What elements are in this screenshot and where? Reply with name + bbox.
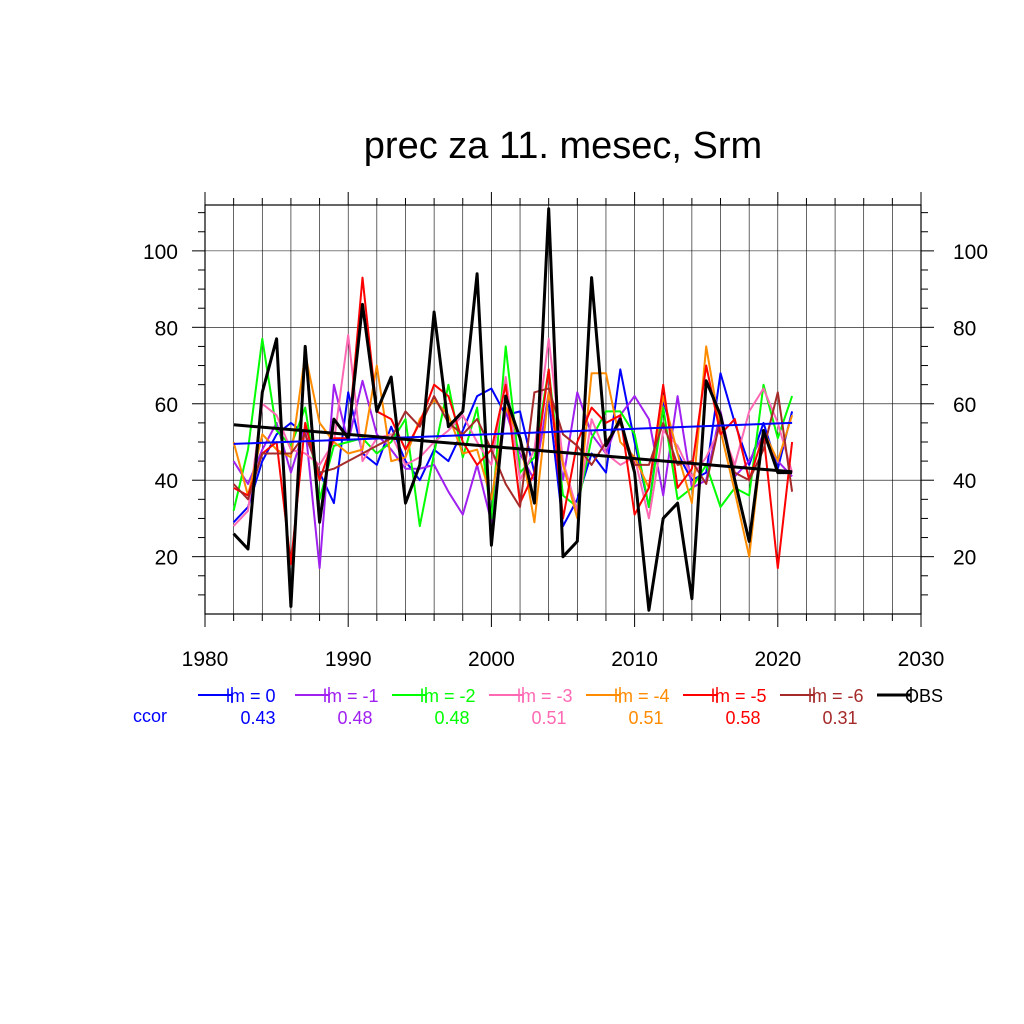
x-tick-label-2030: 2030 — [898, 648, 945, 671]
ccor-value-0: 0.43 — [240, 708, 275, 728]
legend-label-5: lm = -5 — [711, 686, 767, 706]
ccor-value-3: 0.51 — [531, 708, 566, 728]
trend-line-0 — [233, 421, 793, 445]
y-tick-label-left-20: 20 — [155, 547, 178, 570]
y-tick-label-left-40: 40 — [155, 470, 178, 493]
legend-label-6: lm = -6 — [808, 686, 864, 706]
y-tick-label-right-40: 40 — [953, 470, 976, 493]
ccor-value-1: 0.48 — [337, 708, 372, 728]
chart-title: prec za 11. mesec, Srm — [364, 125, 762, 167]
trend-line-1 — [233, 423, 793, 474]
legend-label-0: lm = 0 — [226, 686, 276, 706]
y-tick-label-right-80: 80 — [953, 317, 976, 340]
series-lines — [232, 207, 794, 612]
series-line-obs-7 — [232, 207, 793, 612]
x-tick-label-1990: 1990 — [325, 648, 372, 671]
ccor-value-4: 0.51 — [628, 708, 663, 728]
ccor-value-6: 0.31 — [822, 708, 857, 728]
ccor-label: ccor — [133, 706, 167, 726]
y-tick-label-right-20: 20 — [953, 547, 976, 570]
series-line-lm-5-5 — [233, 276, 794, 570]
legend-label-1: lm = -1 — [323, 686, 379, 706]
axis-ticks — [192, 192, 934, 627]
x-tick-label-2020: 2020 — [754, 648, 801, 671]
y-tick-label-left-60: 60 — [155, 394, 178, 417]
trend-lines — [233, 421, 793, 474]
ccor-value-5: 0.58 — [725, 708, 760, 728]
y-tick-label-right-60: 60 — [953, 394, 976, 417]
plot-frame — [204, 204, 922, 615]
legend-label-7: OBS — [905, 686, 943, 706]
legend-label-3: lm = -3 — [517, 686, 573, 706]
legend-label-4: lm = -4 — [614, 686, 670, 706]
y-tick-label-right-100: 100 — [953, 241, 988, 264]
x-tick-label-2010: 2010 — [611, 648, 658, 671]
ccor-value-2: 0.48 — [434, 708, 469, 728]
legend-label-2: lm = -2 — [420, 686, 476, 706]
y-tick-label-left-100: 100 — [143, 241, 178, 264]
y-tick-label-left-80: 80 — [155, 317, 178, 340]
x-tick-label-1980: 1980 — [182, 648, 229, 671]
x-tick-label-2000: 2000 — [468, 648, 515, 671]
